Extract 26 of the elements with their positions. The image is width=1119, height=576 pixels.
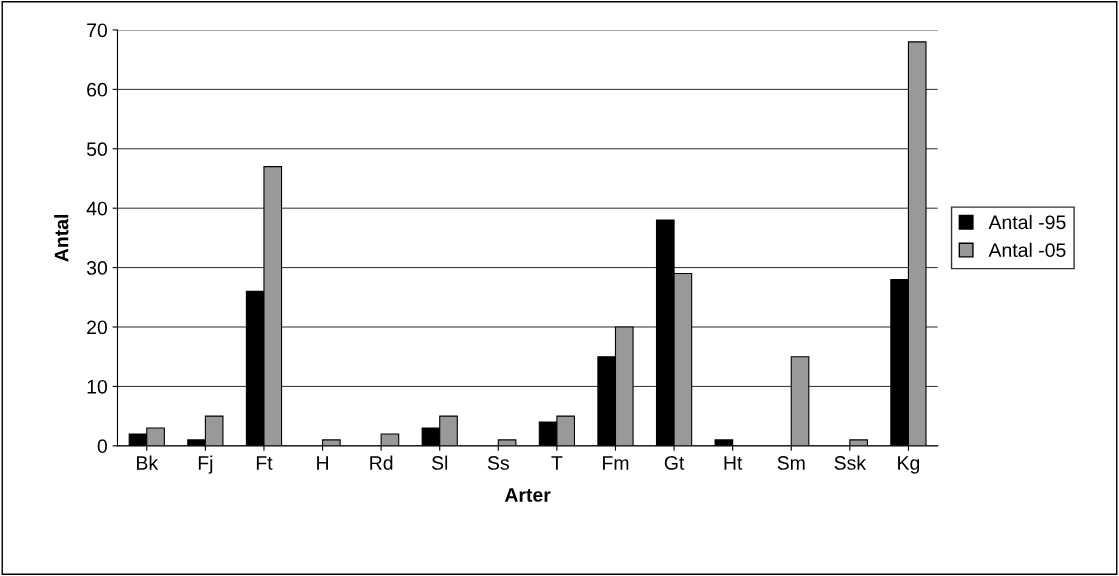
x-tick-label: Bk	[137, 455, 159, 470]
y-tick-label: 50	[86, 142, 108, 157]
x-tick-label: H	[317, 456, 328, 470]
x-tick-label: Fm	[603, 456, 629, 470]
x-tick-label: Sl	[431, 455, 448, 470]
legend-label: Antal -05	[988, 242, 1066, 258]
legend-label: Antal -95	[988, 214, 1066, 230]
x-tick-label: Sm	[777, 456, 805, 470]
y-tick-label: 70	[87, 23, 108, 38]
x-tick-label: Ssk	[834, 455, 867, 470]
y-axis-title: Antal	[54, 214, 69, 262]
x-tick-label: Ss	[487, 456, 509, 470]
x-tick-label: Kg	[898, 456, 920, 474]
x-tick-label: Ht	[724, 456, 743, 470]
y-tick-label: 20	[87, 320, 108, 335]
x-tick-label: Ft	[256, 456, 273, 470]
x-tick-label: T	[551, 456, 563, 470]
x-tick-label: Rd	[370, 455, 393, 470]
y-tick-label: 0	[97, 439, 108, 454]
y-tick-label: 10	[87, 379, 108, 394]
y-tick-label: 40	[86, 201, 108, 216]
y-tick-label: 60	[87, 82, 108, 97]
x-tick-label: Gt	[664, 456, 685, 470]
x-axis-title: Arter	[504, 488, 551, 502]
y-tick-label: 30	[86, 261, 108, 275]
x-tick-label: Fj	[198, 455, 213, 474]
